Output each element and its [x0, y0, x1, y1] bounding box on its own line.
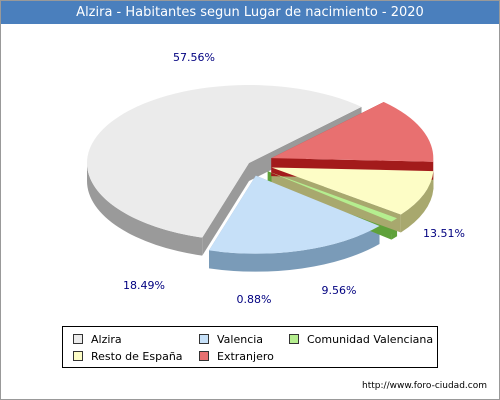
slice-side-resto-de-espana [400, 171, 434, 233]
legend-item-alzira: Alzira [73, 333, 122, 347]
legend-label-valencia: Valencia [217, 333, 264, 346]
slice-extranjero [271, 102, 434, 162]
chart-title: Alzira - Habitantes segun Lugar de nacim… [1, 1, 499, 24]
legend-label-extranjero: Extranjero [217, 350, 274, 363]
legend-item-extranjero: Extranjero [199, 350, 274, 364]
legend-label-alzira: Alzira [91, 333, 122, 346]
value-label-alzira: 57.56% [173, 51, 215, 64]
legend: Alzira Valencia Comunidad Valenciana Res… [62, 326, 438, 368]
source-url[interactable]: http://www.foro-ciudad.com [362, 381, 487, 391]
slice-side-valencia [209, 226, 380, 272]
value-label-comunidad-valenciana: 0.88% [237, 293, 272, 306]
slice-valencia [209, 175, 380, 254]
legend-swatch-alzira [73, 334, 83, 344]
legend-label-resto-de-espana: Resto de España [91, 350, 183, 363]
slice-wall-alzira-1 [202, 163, 249, 256]
legend-swatch-extranjero [199, 351, 209, 361]
value-label-extranjero: 13.51% [423, 227, 465, 240]
legend-label-comunidad-valenciana: Comunidad Valenciana [307, 333, 434, 346]
slice-comunidad-valenciana [267, 171, 398, 222]
slice-resto-de-espana [271, 167, 434, 215]
legend-item-comunidad-valenciana: Comunidad Valenciana [289, 333, 433, 347]
legend-swatch-valencia [199, 334, 209, 344]
plot-area: 57.56% 18.49% 0.88% 9.56% 13.51% [9, 31, 491, 321]
value-label-valencia: 18.49% [123, 279, 165, 292]
value-label-resto-de-espana: 9.56% [322, 284, 357, 297]
slice-side-alzira [87, 163, 203, 256]
legend-swatch-resto-de-espana [73, 351, 83, 361]
slice-alzira [87, 85, 362, 238]
legend-swatch-comunidad-valenciana [289, 334, 299, 344]
legend-item-valencia: Valencia [199, 333, 263, 347]
pie-chart: 57.56% 18.49% 0.88% 9.56% 13.51% [87, 51, 465, 306]
legend-item-resto-de-espana: Resto de España [73, 350, 183, 364]
